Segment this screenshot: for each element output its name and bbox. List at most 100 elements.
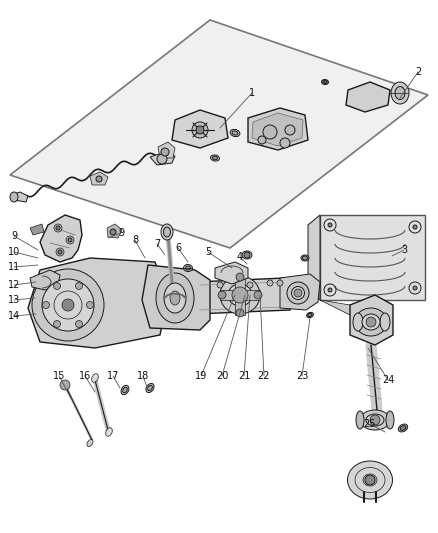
Ellipse shape <box>395 86 405 100</box>
Ellipse shape <box>360 410 390 430</box>
Ellipse shape <box>163 227 170 237</box>
Circle shape <box>66 236 74 244</box>
Ellipse shape <box>386 411 394 429</box>
Ellipse shape <box>362 314 380 330</box>
Circle shape <box>56 226 60 230</box>
Circle shape <box>413 286 417 290</box>
Ellipse shape <box>307 312 314 318</box>
Circle shape <box>60 380 70 390</box>
Circle shape <box>232 287 248 303</box>
Circle shape <box>42 302 49 309</box>
Ellipse shape <box>106 427 112 437</box>
Ellipse shape <box>363 474 377 486</box>
Text: 22: 22 <box>258 371 270 381</box>
Text: 14: 14 <box>8 311 20 321</box>
Ellipse shape <box>356 411 364 429</box>
Text: 20: 20 <box>216 371 228 381</box>
Polygon shape <box>10 20 428 248</box>
Circle shape <box>236 309 244 317</box>
Text: 19: 19 <box>195 371 207 381</box>
Polygon shape <box>90 172 108 185</box>
Ellipse shape <box>62 299 74 311</box>
Ellipse shape <box>10 192 18 202</box>
Ellipse shape <box>161 224 173 240</box>
Circle shape <box>68 238 72 242</box>
Text: 13: 13 <box>8 295 20 305</box>
Ellipse shape <box>32 269 104 341</box>
Circle shape <box>53 282 60 289</box>
Ellipse shape <box>148 385 152 391</box>
Circle shape <box>328 288 332 292</box>
Circle shape <box>263 125 277 139</box>
Circle shape <box>196 126 204 134</box>
Circle shape <box>247 282 253 288</box>
Polygon shape <box>195 278 295 314</box>
Polygon shape <box>252 113 303 146</box>
Ellipse shape <box>347 461 392 499</box>
Text: 5: 5 <box>205 247 211 257</box>
Polygon shape <box>320 215 425 300</box>
Circle shape <box>285 125 295 135</box>
Polygon shape <box>350 295 393 345</box>
Ellipse shape <box>123 387 127 393</box>
Ellipse shape <box>303 256 307 260</box>
Text: 10: 10 <box>8 247 20 257</box>
Ellipse shape <box>353 313 363 331</box>
Circle shape <box>75 320 82 328</box>
Text: 3: 3 <box>401 245 407 255</box>
Ellipse shape <box>212 156 218 160</box>
Circle shape <box>192 122 208 138</box>
Ellipse shape <box>92 374 98 382</box>
Ellipse shape <box>211 155 219 161</box>
Ellipse shape <box>321 79 328 85</box>
Ellipse shape <box>323 80 327 84</box>
Circle shape <box>58 250 62 254</box>
Ellipse shape <box>232 131 238 135</box>
Circle shape <box>370 415 380 425</box>
Text: 7: 7 <box>154 239 160 249</box>
Polygon shape <box>280 274 320 310</box>
Ellipse shape <box>121 385 129 394</box>
Text: 12: 12 <box>8 280 20 290</box>
Polygon shape <box>320 300 375 315</box>
Ellipse shape <box>380 313 390 331</box>
Circle shape <box>294 289 302 297</box>
Ellipse shape <box>301 255 309 261</box>
Text: 23: 23 <box>296 371 308 381</box>
Polygon shape <box>30 270 60 290</box>
Text: 18: 18 <box>137 371 149 381</box>
Circle shape <box>161 148 169 156</box>
Ellipse shape <box>353 88 383 106</box>
Circle shape <box>258 136 266 144</box>
Polygon shape <box>158 142 175 158</box>
Circle shape <box>267 280 273 286</box>
Ellipse shape <box>391 82 409 104</box>
Polygon shape <box>308 215 320 300</box>
Circle shape <box>244 252 250 258</box>
Circle shape <box>53 320 60 328</box>
Polygon shape <box>346 82 390 112</box>
Ellipse shape <box>366 414 384 426</box>
Polygon shape <box>30 224 44 235</box>
Ellipse shape <box>230 130 240 136</box>
Text: 11: 11 <box>8 262 20 272</box>
Text: 17: 17 <box>107 371 119 381</box>
Circle shape <box>413 225 417 229</box>
Ellipse shape <box>228 284 252 306</box>
Ellipse shape <box>156 273 194 323</box>
Text: 1: 1 <box>249 88 255 98</box>
Text: 6: 6 <box>175 243 181 253</box>
Polygon shape <box>150 152 175 165</box>
Circle shape <box>96 176 102 182</box>
Polygon shape <box>28 258 168 348</box>
Polygon shape <box>172 110 228 148</box>
Circle shape <box>277 280 283 286</box>
Text: 15: 15 <box>53 371 65 381</box>
Ellipse shape <box>400 426 406 430</box>
Polygon shape <box>142 265 210 330</box>
Text: 9: 9 <box>11 231 17 241</box>
Circle shape <box>328 223 332 227</box>
Circle shape <box>254 291 262 299</box>
Polygon shape <box>220 290 260 300</box>
Text: 21: 21 <box>238 371 250 381</box>
